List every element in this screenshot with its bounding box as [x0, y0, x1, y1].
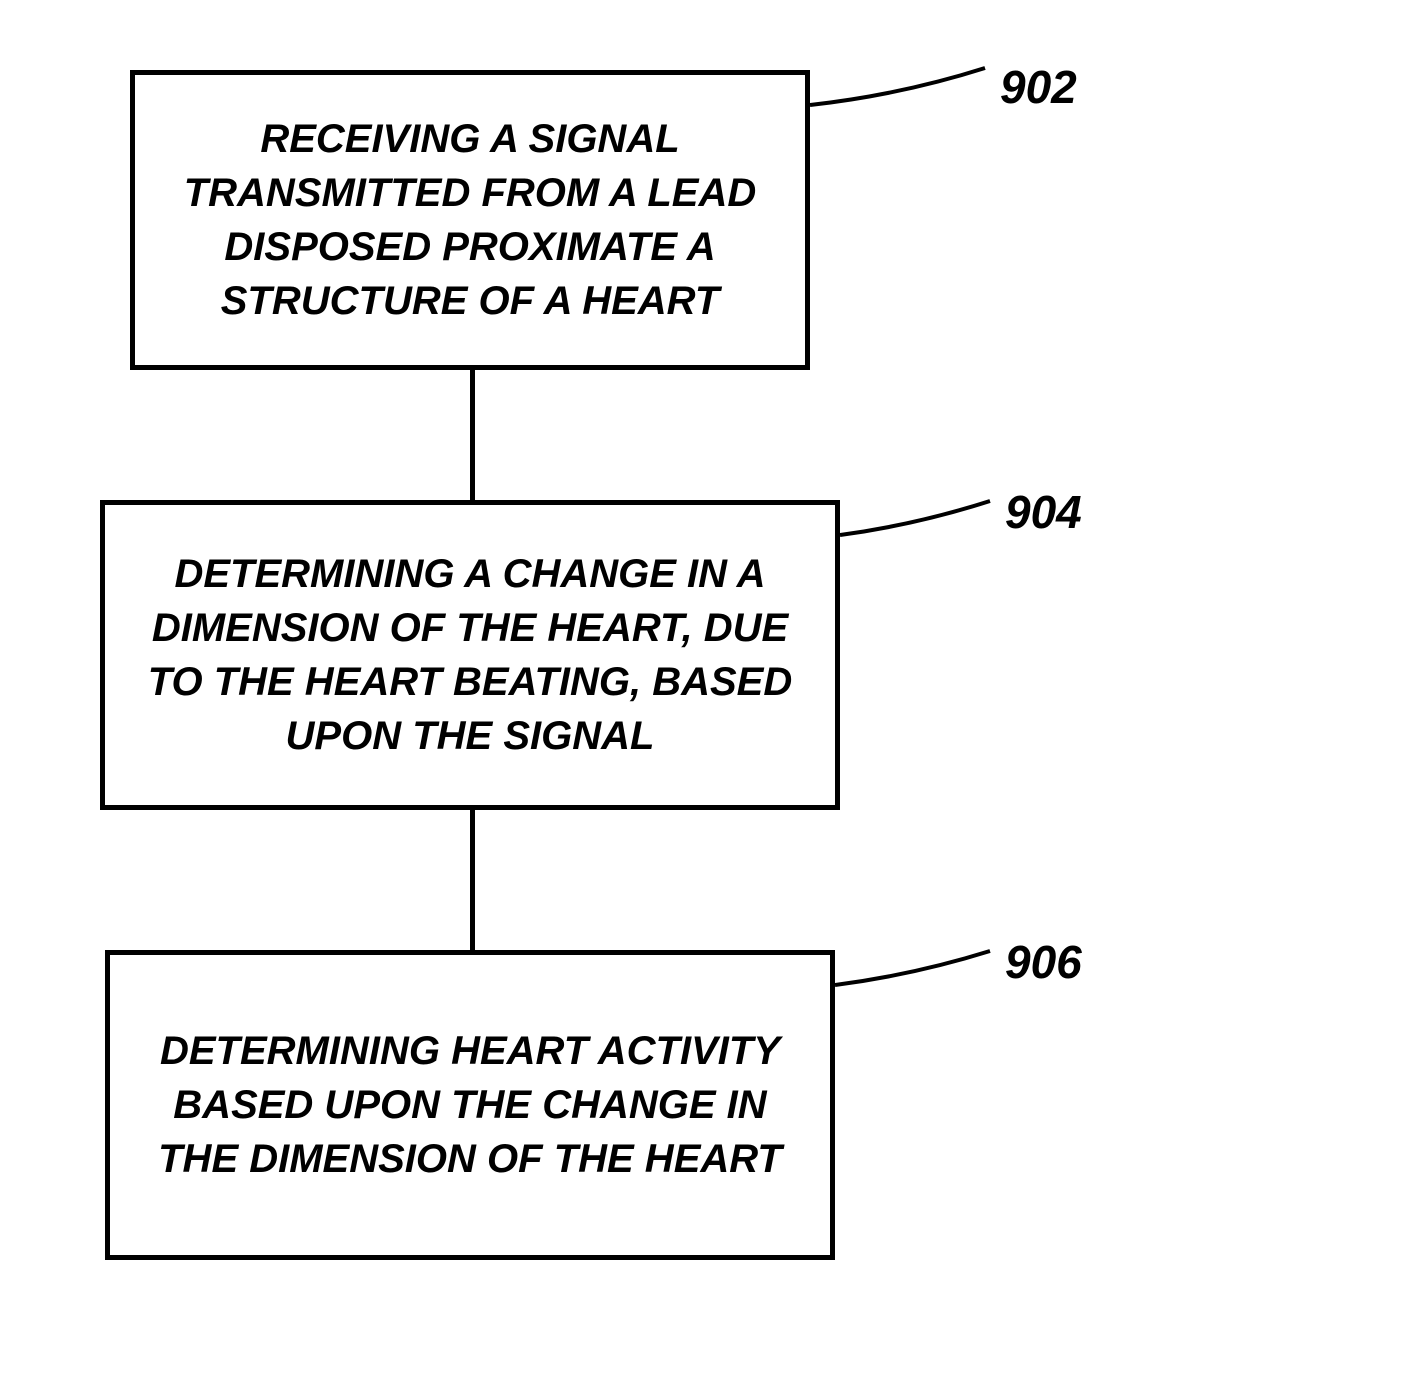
- reference-label-904: 904: [1005, 486, 1082, 538]
- connector-1: [470, 370, 475, 500]
- label-902-container: 902: [1000, 60, 1077, 114]
- label-904-container: 904: [1005, 485, 1082, 539]
- box-text-906: DETERMINING HEART ACTIVITY BASED UPON TH…: [110, 1004, 830, 1206]
- label-906-container: 906: [1005, 935, 1082, 989]
- leader-line-904: [840, 495, 1010, 550]
- flowchart-container: RECEIVING A SIGNAL TRANSMITTED FROM A LE…: [100, 70, 1300, 1260]
- flowchart-box-904: DETERMINING A CHANGE IN A DIMENSION OF T…: [100, 500, 840, 810]
- box-text-902: RECEIVING A SIGNAL TRANSMITTED FROM A LE…: [135, 92, 805, 348]
- leader-line-906: [835, 945, 1010, 1000]
- reference-label-906: 906: [1005, 936, 1082, 988]
- leader-line-902: [810, 60, 1010, 120]
- box-text-904: DETERMINING A CHANGE IN A DIMENSION OF T…: [105, 527, 835, 783]
- connector-2: [470, 810, 475, 950]
- flowchart-box-906: DETERMINING HEART ACTIVITY BASED UPON TH…: [105, 950, 835, 1260]
- flowchart-box-902: RECEIVING A SIGNAL TRANSMITTED FROM A LE…: [130, 70, 810, 370]
- reference-label-902: 902: [1000, 61, 1077, 113]
